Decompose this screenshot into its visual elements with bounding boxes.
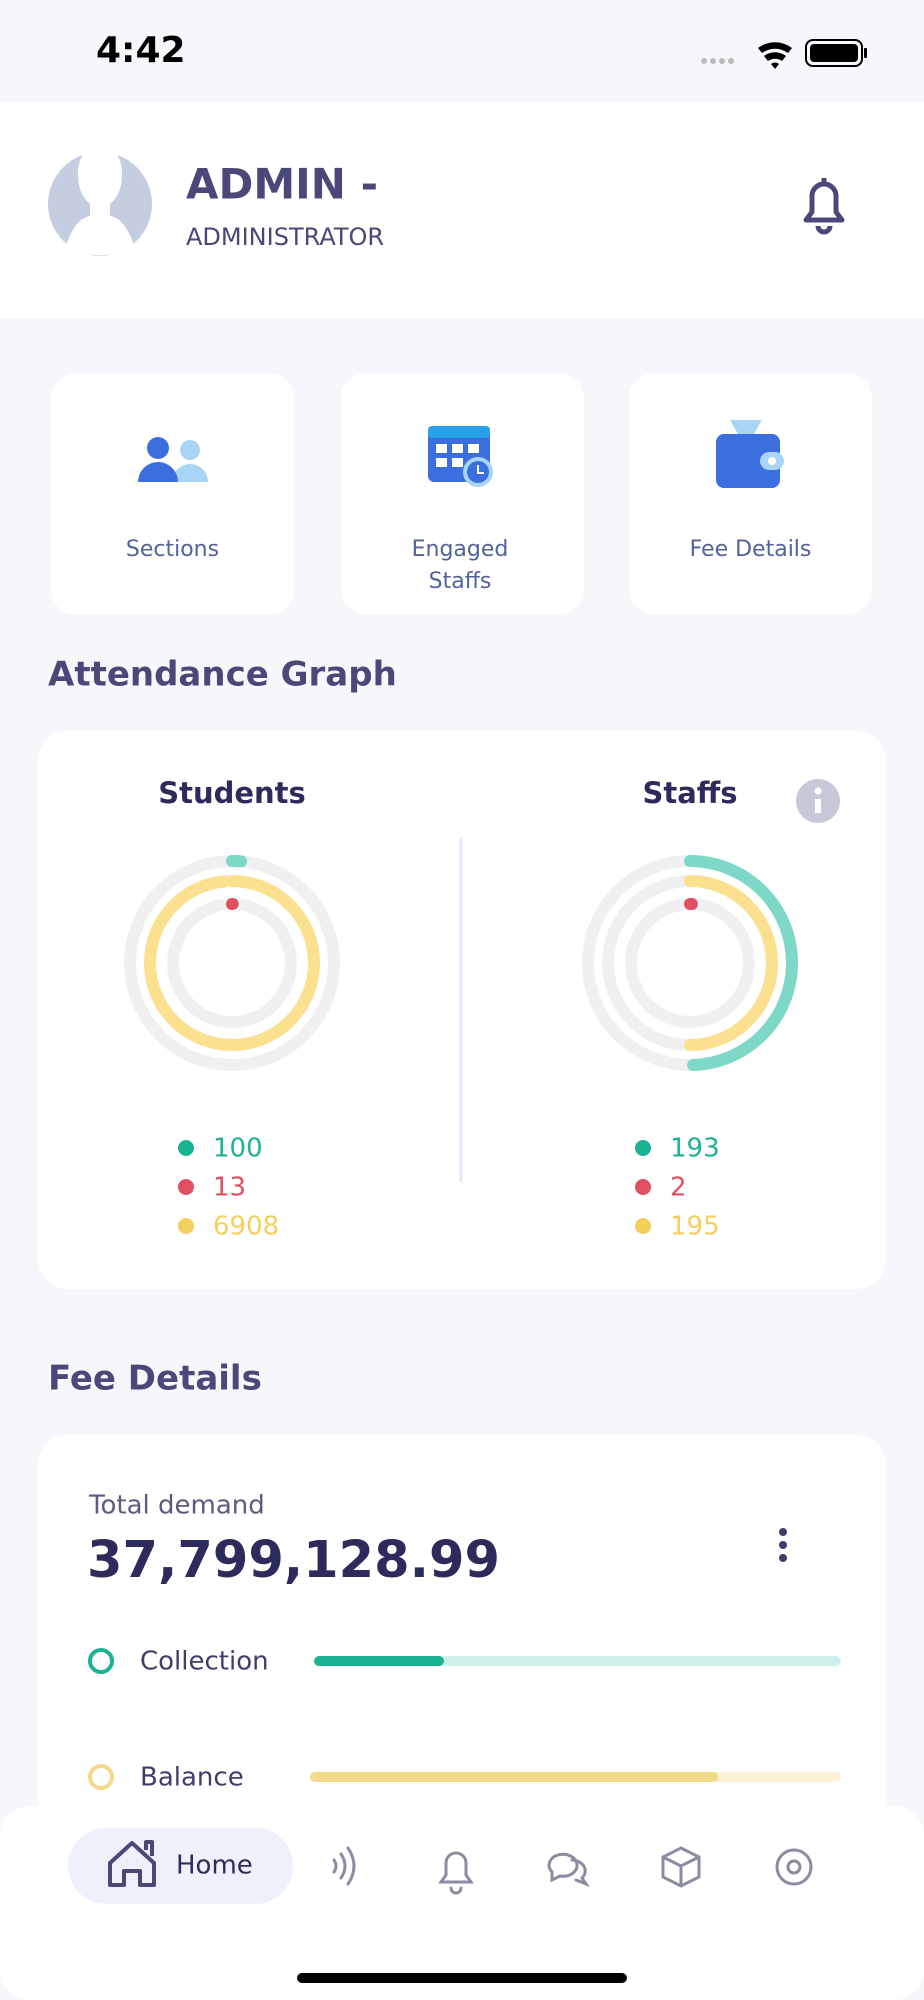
nav-box[interactable] bbox=[661, 1846, 701, 1888]
fee-card[interactable] bbox=[629, 373, 872, 615]
ring-arc bbox=[167, 898, 297, 1028]
legend-dot bbox=[635, 1179, 651, 1195]
ring-arc bbox=[602, 875, 778, 1051]
calendar-icon bbox=[428, 426, 493, 487]
row-label: Balance bbox=[140, 1763, 244, 1793]
legend-dot bbox=[178, 1179, 194, 1195]
menu-cards bbox=[51, 373, 872, 615]
more-dot[interactable] bbox=[779, 1541, 787, 1549]
home-icon bbox=[108, 1840, 156, 1887]
ring-arc bbox=[625, 898, 755, 1028]
chart-title: Students bbox=[158, 776, 306, 810]
nav-broadcast[interactable] bbox=[332, 1846, 356, 1886]
info-icon[interactable] bbox=[796, 779, 840, 823]
section-title: Attendance Graph bbox=[48, 655, 397, 695]
total-value: 37,799,128.99 bbox=[87, 1531, 500, 1590]
avatar[interactable] bbox=[48, 148, 152, 256]
menu-label: Sections bbox=[125, 537, 220, 562]
total-label: Total demand bbox=[88, 1491, 265, 1521]
menu-label: Fee Details bbox=[689, 537, 812, 562]
nav-bell[interactable] bbox=[438, 1851, 474, 1895]
legend-dot bbox=[635, 1218, 651, 1234]
legend-value: 100 bbox=[213, 1134, 263, 1164]
menu-label: Engaged Staffs bbox=[411, 537, 509, 594]
home-indicator bbox=[297, 1973, 627, 1983]
legend-value: 13 bbox=[213, 1173, 246, 1203]
nav-chat[interactable] bbox=[547, 1852, 590, 1888]
wallet-icon bbox=[716, 420, 784, 488]
nav-settings[interactable] bbox=[775, 1848, 813, 1886]
section-title: Fee Details bbox=[48, 1359, 262, 1399]
row-label: Collection bbox=[140, 1647, 269, 1677]
legend-dot bbox=[178, 1140, 194, 1156]
nav-label: Home bbox=[176, 1851, 253, 1881]
user-name: ADMIN - bbox=[186, 160, 378, 209]
ring-arc bbox=[582, 855, 798, 1071]
status-icons bbox=[701, 39, 867, 69]
bell[interactable] bbox=[803, 178, 845, 235]
legend-value: 6908 bbox=[213, 1212, 279, 1242]
staffs-card[interactable] bbox=[341, 373, 584, 615]
time: 4:42 bbox=[96, 30, 186, 71]
legend-value: 2 bbox=[670, 1173, 687, 1203]
ring-arc bbox=[144, 875, 320, 1051]
legend-value: 195 bbox=[670, 1212, 720, 1242]
nav-settings-center bbox=[786, 1859, 802, 1875]
sections-card[interactable] bbox=[51, 373, 294, 615]
legend-value: 193 bbox=[670, 1134, 720, 1164]
row-dot bbox=[88, 1764, 114, 1790]
ring-arc bbox=[124, 855, 340, 1071]
legend-dot bbox=[635, 1140, 651, 1156]
header bbox=[0, 102, 924, 319]
more-dot[interactable] bbox=[779, 1528, 787, 1536]
more-dot[interactable] bbox=[779, 1554, 787, 1562]
chart-title: Staffs bbox=[642, 776, 737, 810]
user-role: ADMINISTRATOR bbox=[186, 223, 384, 251]
legend-dot bbox=[178, 1218, 194, 1234]
sections-icon bbox=[138, 437, 208, 482]
row-dot bbox=[88, 1648, 114, 1674]
